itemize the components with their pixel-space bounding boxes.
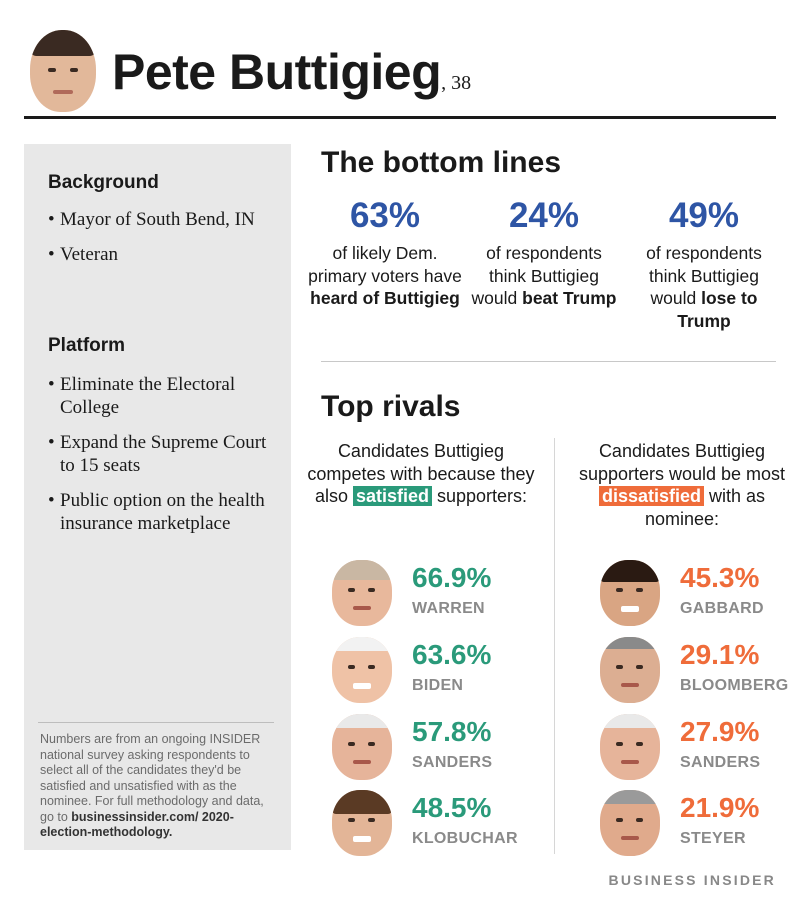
stat-value: 49% (668, 196, 740, 235)
rival-name: BLOOMBERG (680, 677, 789, 694)
rival-percent: 45.3% (680, 562, 760, 593)
rival-percent: 57.8% (412, 716, 492, 747)
rival-percent: 29.1% (680, 639, 760, 670)
rival-sanders-2: 27.9% SANDERS (600, 714, 800, 786)
rival-name: BIDEN (412, 677, 464, 694)
sanders-portrait (332, 714, 392, 780)
gabbard-portrait (600, 560, 660, 626)
list-item: Eliminate the Electoral College (48, 373, 278, 419)
stat-beat-trump: 24% of respondents think Buttigieg would… (466, 196, 622, 310)
stat-heard: 63% of likely Dem. primary voters have h… (307, 196, 463, 310)
klobuchar-portrait (332, 790, 392, 856)
note-divider (38, 722, 274, 723)
candidate-age: , 38 (441, 72, 472, 94)
rival-name: WARREN (412, 600, 485, 617)
methodology-note: Numbers are from an ongoing INSIDER nati… (40, 732, 280, 841)
rival-steyer: 21.9% STEYER (600, 790, 800, 862)
rival-percent: 63.6% (412, 639, 492, 670)
list-item: Public option on the health insurance ma… (48, 489, 278, 535)
rival-percent: 66.9% (412, 562, 492, 593)
section-divider (321, 361, 776, 362)
stat-value: 63% (349, 196, 421, 235)
bloomberg-portrait (600, 637, 660, 703)
rival-percent: 21.9% (680, 792, 760, 823)
rival-biden: 63.6% BIDEN (332, 637, 562, 709)
header: Pete Buttigieg, 38 (24, 22, 776, 122)
rival-name: STEYER (680, 830, 746, 847)
rival-name: SANDERS (680, 754, 761, 771)
satisfied-highlight: satisfied (352, 486, 432, 506)
rival-klobuchar: 48.5% KLOBUCHAR (332, 790, 562, 862)
stat-lose-trump: 49% of respondents think Buttigieg would… (626, 196, 782, 332)
rival-name: KLOBUCHAR (412, 830, 518, 847)
stat-text: of likely Dem. primary voters have heard… (308, 243, 462, 308)
list-item: Mayor of South Bend, IN (48, 208, 278, 231)
rival-percent: 27.9% (680, 716, 760, 747)
note-text: Numbers are from an ongoing INSIDER nati… (40, 732, 264, 824)
top-rivals-title: Top rivals (321, 390, 461, 423)
steyer-portrait (600, 790, 660, 856)
rival-gabbard: 45.3% GABBARD (600, 560, 800, 632)
page-title: Pete Buttigieg, 38 (112, 44, 471, 111)
dissatisfied-column-heading: Candidates Buttigieg supporters would be… (578, 441, 786, 529)
stat-value: 24% (508, 196, 580, 235)
rival-bloomberg: 29.1% BLOOMBERG (600, 637, 800, 709)
warren-portrait (332, 560, 392, 626)
platform-heading: Platform (48, 335, 126, 356)
candidate-name: Pete Buttigieg (112, 44, 442, 100)
rival-percent: 48.5% (412, 792, 492, 823)
stat-text: of respondents think Buttigieg would bea… (471, 243, 617, 308)
rival-name: GABBARD (680, 600, 764, 617)
biden-portrait (332, 637, 392, 703)
background-heading: Background (48, 172, 159, 193)
sidebar-panel: Background Mayor of South Bend, IN Veter… (24, 144, 291, 850)
background-list: Mayor of South Bend, IN Veteran (48, 208, 278, 278)
rival-sanders: 57.8% SANDERS (332, 714, 562, 786)
bottom-lines-title: The bottom lines (321, 146, 561, 179)
list-item: Veteran (48, 243, 278, 266)
rival-name: SANDERS (412, 754, 493, 771)
dissatisfied-highlight: dissatisfied (598, 486, 704, 506)
buttigieg-portrait (30, 30, 96, 112)
methodology-link[interactable]: businessinsider.com/ 2020-election-metho… (40, 809, 234, 840)
header-divider (24, 116, 776, 119)
sanders-portrait (600, 714, 660, 780)
satisfied-column-heading: Candidates Buttigieg competes with becau… (307, 441, 535, 506)
brand-logo: BUSINESS INSIDER (608, 872, 776, 888)
rival-warren: 66.9% WARREN (332, 560, 562, 632)
column-divider (554, 438, 555, 854)
stat-text: of respondents think Buttigieg would los… (646, 243, 762, 331)
list-item: Expand the Supreme Court to 15 seats (48, 431, 278, 477)
platform-list: Eliminate the Electoral College Expand t… (48, 373, 278, 547)
